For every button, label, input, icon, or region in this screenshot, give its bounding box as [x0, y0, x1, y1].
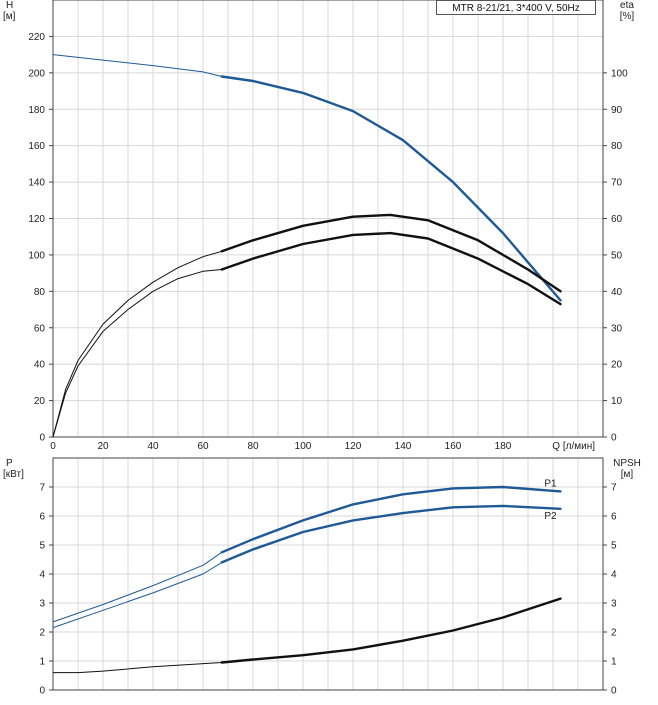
y-tick-label-left: 3 — [39, 599, 45, 610]
y-tick-label-right: 6 — [611, 512, 617, 523]
y-axis-title-right: eta — [620, 0, 634, 11]
y-tick-label-left: 7 — [39, 483, 45, 494]
y-tick-label-left: 0 — [39, 433, 45, 444]
y-axis-unit-left: [кВт] — [3, 469, 24, 480]
y-tick-label-right: 3 — [611, 599, 617, 610]
y-tick-label-left: 5 — [39, 541, 45, 552]
y-tick-label-left: 180 — [28, 105, 45, 116]
curve-series-2 — [220, 597, 562, 664]
y-tick-label-left: 160 — [28, 141, 45, 152]
y-tick-label-right: 50 — [611, 250, 623, 261]
x-tick-label: 80 — [247, 441, 259, 452]
y-tick-label-left: 200 — [28, 68, 45, 79]
y-tick-label-left: 4 — [39, 570, 45, 581]
curve-series-2 — [220, 231, 562, 306]
y-tick-label-right: 7 — [611, 483, 617, 494]
y-tick-label-right: 80 — [611, 141, 623, 152]
curve-series-1 — [220, 213, 562, 293]
y-tick-label-left: 220 — [28, 32, 45, 43]
y-tick-label-right: 0 — [611, 686, 617, 697]
x-tick-label: 100 — [295, 441, 312, 452]
curve-series-2-extended — [53, 662, 222, 674]
y-tick-label-right: 1 — [611, 657, 617, 668]
y-tick-label-right: 5 — [611, 541, 617, 552]
curve-series-1-extended — [52, 250, 222, 438]
y-tick-label-left: 120 — [28, 214, 45, 225]
y-axis-title-left: H — [6, 0, 13, 11]
y-tick-label-right: 70 — [611, 178, 623, 189]
y-tick-label-right: 4 — [611, 570, 617, 581]
x-tick-label: 160 — [445, 441, 462, 452]
y-tick-label-right: 60 — [611, 214, 623, 225]
x-tick-label: 120 — [345, 441, 362, 452]
y-tick-label-left: 1 — [39, 657, 45, 668]
y-tick-label-left: 140 — [28, 178, 45, 189]
x-tick-label: 60 — [197, 441, 209, 452]
curve-series-0-extended — [52, 54, 222, 77]
series-label-p1: P1 — [544, 478, 557, 489]
x-tick-label: 20 — [97, 441, 109, 452]
x-tick-label: 140 — [395, 441, 412, 452]
y-tick-label-left: 60 — [34, 323, 46, 334]
x-tick-label: 40 — [147, 441, 159, 452]
curve-series-0 — [220, 75, 562, 302]
curve-series-2-extended — [52, 269, 222, 438]
y-tick-label-right: 40 — [611, 287, 623, 298]
y-tick-label-left: 80 — [34, 287, 46, 298]
y-axis-unit-right: [м] — [621, 469, 634, 480]
y-tick-label-left: 2 — [39, 628, 45, 639]
model-label: MTR 8-21/21, 3*400 V, 50Hz — [436, 0, 596, 15]
y-tick-label-right: 30 — [611, 323, 623, 334]
y-axis-title-left: P — [6, 458, 13, 469]
y-tick-label-right: 20 — [611, 360, 623, 371]
y-tick-label-left: 0 — [39, 686, 45, 697]
y-tick-label-left: 100 — [28, 250, 45, 261]
y-tick-label-right: 90 — [611, 105, 623, 116]
y-axis-unit-right: [%] — [620, 11, 635, 22]
y-axis-title-right: NPSH — [613, 458, 641, 469]
x-tick-label: 180 — [495, 441, 512, 452]
curve-p2 — [220, 504, 562, 564]
curve-p1-extended — [52, 551, 223, 623]
y-tick-label-left: 20 — [34, 396, 46, 407]
x-axis-title: Q [л/мин] — [552, 441, 595, 452]
y-tick-label-left: 40 — [34, 360, 46, 371]
curve-p2-extended — [52, 561, 223, 629]
series-label-p2: P2 — [544, 511, 557, 522]
y-tick-label-right: 100 — [611, 68, 628, 79]
y-tick-label-left: 6 — [39, 512, 45, 523]
curve-p1 — [220, 485, 562, 554]
y-tick-label-right: 2 — [611, 628, 617, 639]
x-tick-label: 0 — [50, 441, 56, 452]
y-tick-label-right: 10 — [611, 396, 623, 407]
y-tick-label-right: 0 — [611, 433, 617, 444]
y-axis-unit-left: [м] — [3, 11, 16, 22]
